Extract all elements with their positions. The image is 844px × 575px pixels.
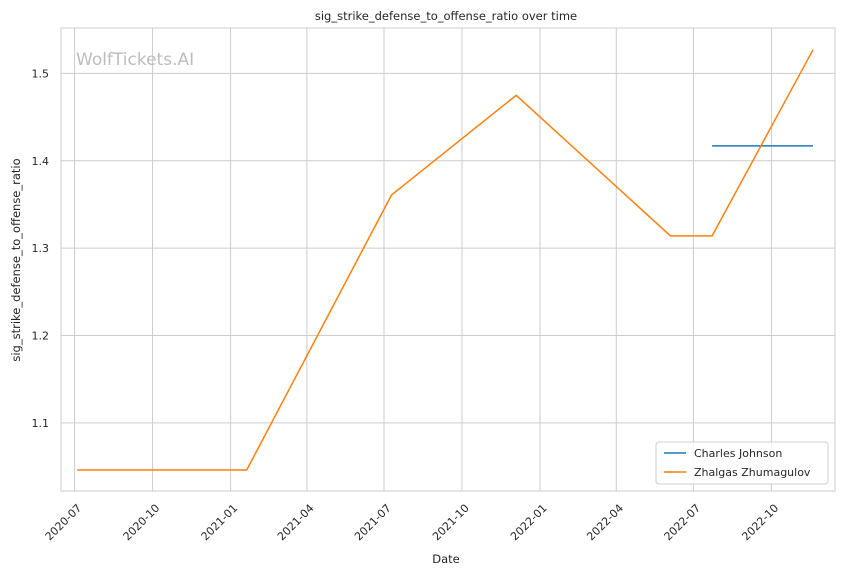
grid: [61, 28, 835, 491]
y-axis-title: sig_strike_defense_to_offense_ratio: [9, 158, 23, 361]
series-layer: [77, 49, 814, 471]
legend-label-1: Zhalgas Zhumagulov: [694, 466, 811, 479]
y-tick-label: 1.4: [32, 155, 50, 168]
y-tick-label: 1.1: [32, 417, 50, 430]
x-axis-title: Date: [432, 552, 460, 566]
watermark: WolfTickets.AI: [76, 50, 194, 70]
legend: Charles Johnson Zhalgas Zhumagulov: [655, 441, 829, 485]
y-tick-label: 1.5: [32, 67, 50, 80]
y-tick-label: 1.3: [32, 242, 50, 255]
legend-label-0: Charles Johnson: [694, 447, 782, 460]
y-axis-ticks: 1.1 1.2 1.3 1.4 1.5: [32, 67, 50, 429]
y-tick-label: 1.2: [32, 330, 50, 343]
chart-title: sig_strike_defense_to_offense_ratio over…: [315, 9, 577, 23]
plot-area: [60, 27, 836, 492]
legend-box: [655, 441, 829, 485]
series-line-1: [77, 49, 814, 471]
